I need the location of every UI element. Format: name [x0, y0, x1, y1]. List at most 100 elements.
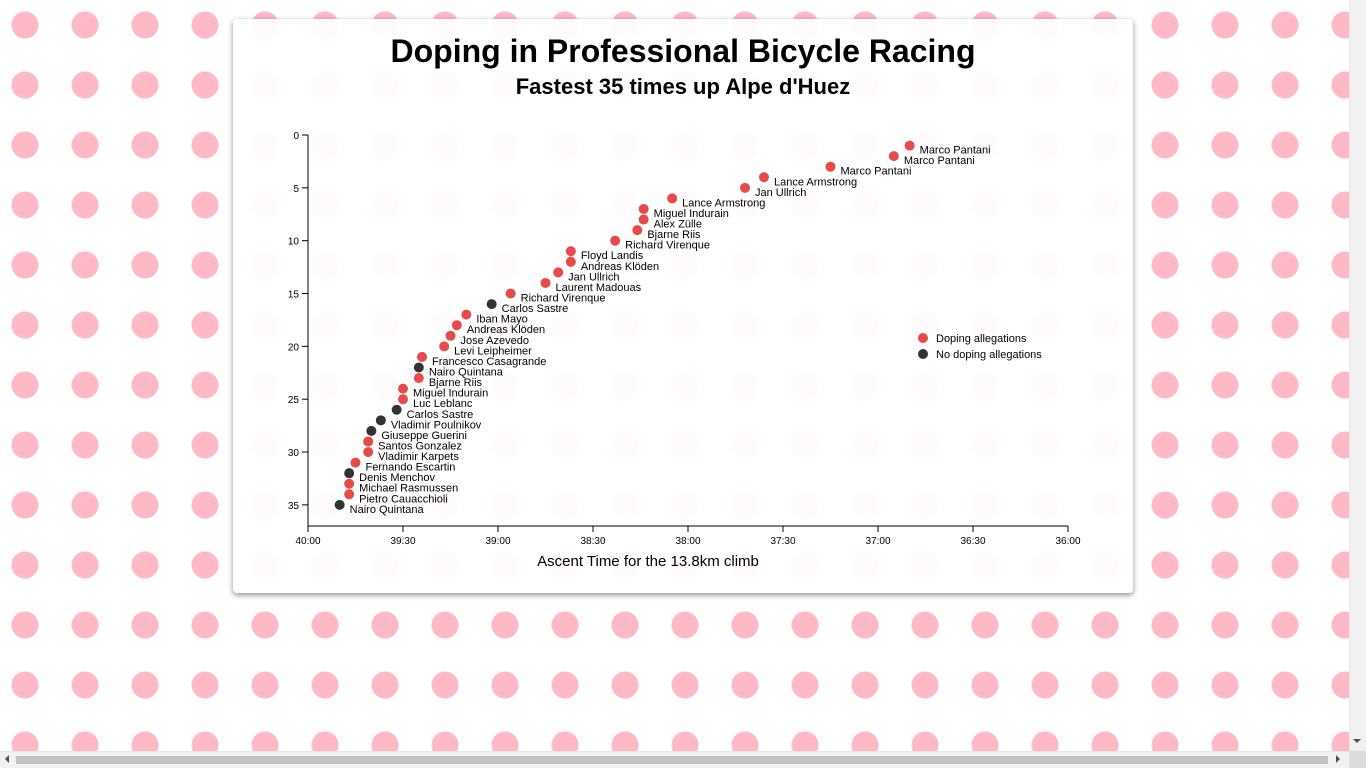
scroll-down-arrow-icon[interactable]: [1353, 739, 1361, 743]
data-point[interactable]: [445, 330, 456, 341]
data-point[interactable]: [638, 203, 649, 214]
data-point[interactable]: [439, 341, 450, 352]
data-point-label: Santos Gonzalez: [378, 440, 462, 452]
data-point[interactable]: [632, 225, 643, 236]
data-point-label: Fernando Escartin: [366, 462, 456, 474]
data-point-label: Richard Virenque: [625, 240, 710, 252]
data-point[interactable]: [375, 415, 386, 426]
data-point-label: Nairo Quintana: [350, 504, 425, 516]
chart-subtitle: Fastest 35 times up Alpe d'Huez: [515, 74, 851, 99]
data-point-label: Iban Mayo: [476, 314, 527, 326]
data-point[interactable]: [638, 214, 649, 225]
y-tick-label: 0: [293, 131, 299, 142]
data-point-label: Marco Pantani: [904, 155, 975, 167]
data-point-label: Richard Virenque: [521, 293, 606, 305]
data-point[interactable]: [904, 140, 915, 151]
chart-title: Doping in Professional Bicycle Racing: [390, 33, 976, 69]
data-point[interactable]: [565, 256, 576, 267]
y-tick-label: 25: [288, 395, 300, 406]
data-point[interactable]: [413, 362, 424, 373]
data-point[interactable]: [553, 267, 564, 278]
x-tick-label: 37:30: [770, 536, 795, 547]
data-point[interactable]: [413, 373, 424, 384]
data-point-label: Marco Pantani: [920, 145, 991, 157]
data-point[interactable]: [740, 182, 750, 193]
data-point-label: Vladimir Karpets: [378, 451, 459, 463]
data-point[interactable]: [565, 246, 576, 257]
data-point-label: Alex Zülle: [654, 219, 702, 231]
x-tick-label: 40:00: [295, 536, 320, 547]
data-point[interactable]: [486, 299, 497, 310]
data-point-label: Andreas Klöden: [581, 261, 659, 273]
data-point-label: Carlos Sastre: [502, 303, 569, 315]
data-point[interactable]: [610, 235, 621, 246]
data-points: [334, 140, 915, 510]
data-point[interactable]: [363, 447, 374, 458]
data-point-label: Luc Leblanc: [413, 398, 473, 410]
x-tick-label: 36:30: [960, 536, 985, 547]
data-point-label: Carlos Sastre: [407, 409, 474, 421]
data-point-label: Lance Armstrong: [682, 197, 765, 209]
x-tick-label: 37:00: [865, 536, 890, 547]
horizontal-scrollbar-thumb[interactable]: [16, 756, 1328, 764]
data-point[interactable]: [888, 151, 899, 162]
data-point-label: Lance Armstrong: [774, 176, 857, 188]
data-point-label: Giuseppe Guerini: [381, 430, 467, 442]
x-axis-title: Ascent Time for the 13.8km climb: [537, 553, 759, 570]
data-point-label: Vladimir Poulnikov: [391, 419, 482, 431]
data-point[interactable]: [451, 320, 462, 331]
data-point-label: Jan Ullrich: [568, 271, 619, 283]
data-point[interactable]: [344, 468, 355, 479]
legend-clean-marker: [918, 349, 928, 359]
data-point-label: Floyd Landis: [581, 250, 644, 262]
data-point[interactable]: [398, 394, 408, 405]
x-tick-label: 36:00: [1055, 536, 1080, 547]
data-point-label: Michael Rasmussen: [359, 483, 458, 495]
scrollbar-corner: [1349, 751, 1366, 768]
data-point-label: Jan Ullrich: [755, 187, 806, 199]
y-tick-label: 10: [288, 237, 300, 248]
data-point[interactable]: [540, 277, 551, 288]
data-point-label: Marco Pantani: [841, 166, 912, 178]
data-point[interactable]: [344, 478, 355, 489]
chart-card: Doping in Professional Bicycle Racing Fa…: [233, 19, 1133, 593]
data-point[interactable]: [825, 161, 836, 172]
data-point-label: Bjarne Riis: [429, 377, 483, 389]
data-point-label: Pietro Cauacchioli: [359, 493, 448, 505]
data-point[interactable]: [461, 309, 472, 320]
scroll-right-arrow-icon[interactable]: [1336, 755, 1340, 763]
axes: 40:00 39:30 39:00 38:30 38:00 37:30 37:00 36:30…: [288, 131, 1081, 547]
y-tick-label: 15: [288, 290, 300, 301]
legend-doping-marker: [918, 333, 928, 343]
data-point[interactable]: [391, 404, 402, 415]
y-tick-label: 35: [288, 501, 300, 512]
x-tick-label: 39:00: [485, 536, 510, 547]
data-point[interactable]: [363, 436, 374, 447]
data-point-label: Miguel Indurain: [654, 208, 729, 220]
legend: Doping allegations No doping allegations: [918, 333, 1042, 361]
data-point[interactable]: [759, 172, 769, 183]
data-point-label: Bjarne Riis: [647, 229, 701, 241]
data-point[interactable]: [417, 351, 427, 362]
y-tick-label: 30: [288, 448, 300, 459]
horizontal-scrollbar[interactable]: [0, 751, 1349, 768]
data-point-label: Laurent Madouas: [556, 282, 642, 294]
x-tick-label: 38:30: [580, 536, 605, 547]
data-point[interactable]: [667, 193, 678, 204]
data-point-label: Nairo Quintana: [429, 366, 504, 378]
vertical-scrollbar[interactable]: [1349, 0, 1366, 751]
data-point[interactable]: [344, 489, 355, 500]
data-point[interactable]: [366, 425, 377, 436]
scatter-plot: 40:00 39:30 39:00 38:30 38:00 37:30 37:00 36:30…: [288, 131, 1081, 570]
x-tick-label: 38:00: [675, 536, 700, 547]
data-point[interactable]: [505, 288, 516, 299]
legend-doping-label: Doping allegations: [936, 333, 1027, 345]
data-point-label: Jose Azevedo: [461, 335, 530, 347]
x-tick-label: 39:30: [390, 536, 415, 547]
data-point[interactable]: [398, 383, 408, 394]
y-tick-label: 5: [293, 184, 299, 195]
data-point[interactable]: [350, 457, 361, 468]
data-point[interactable]: [334, 499, 345, 510]
scroll-left-arrow-icon[interactable]: [5, 755, 9, 763]
